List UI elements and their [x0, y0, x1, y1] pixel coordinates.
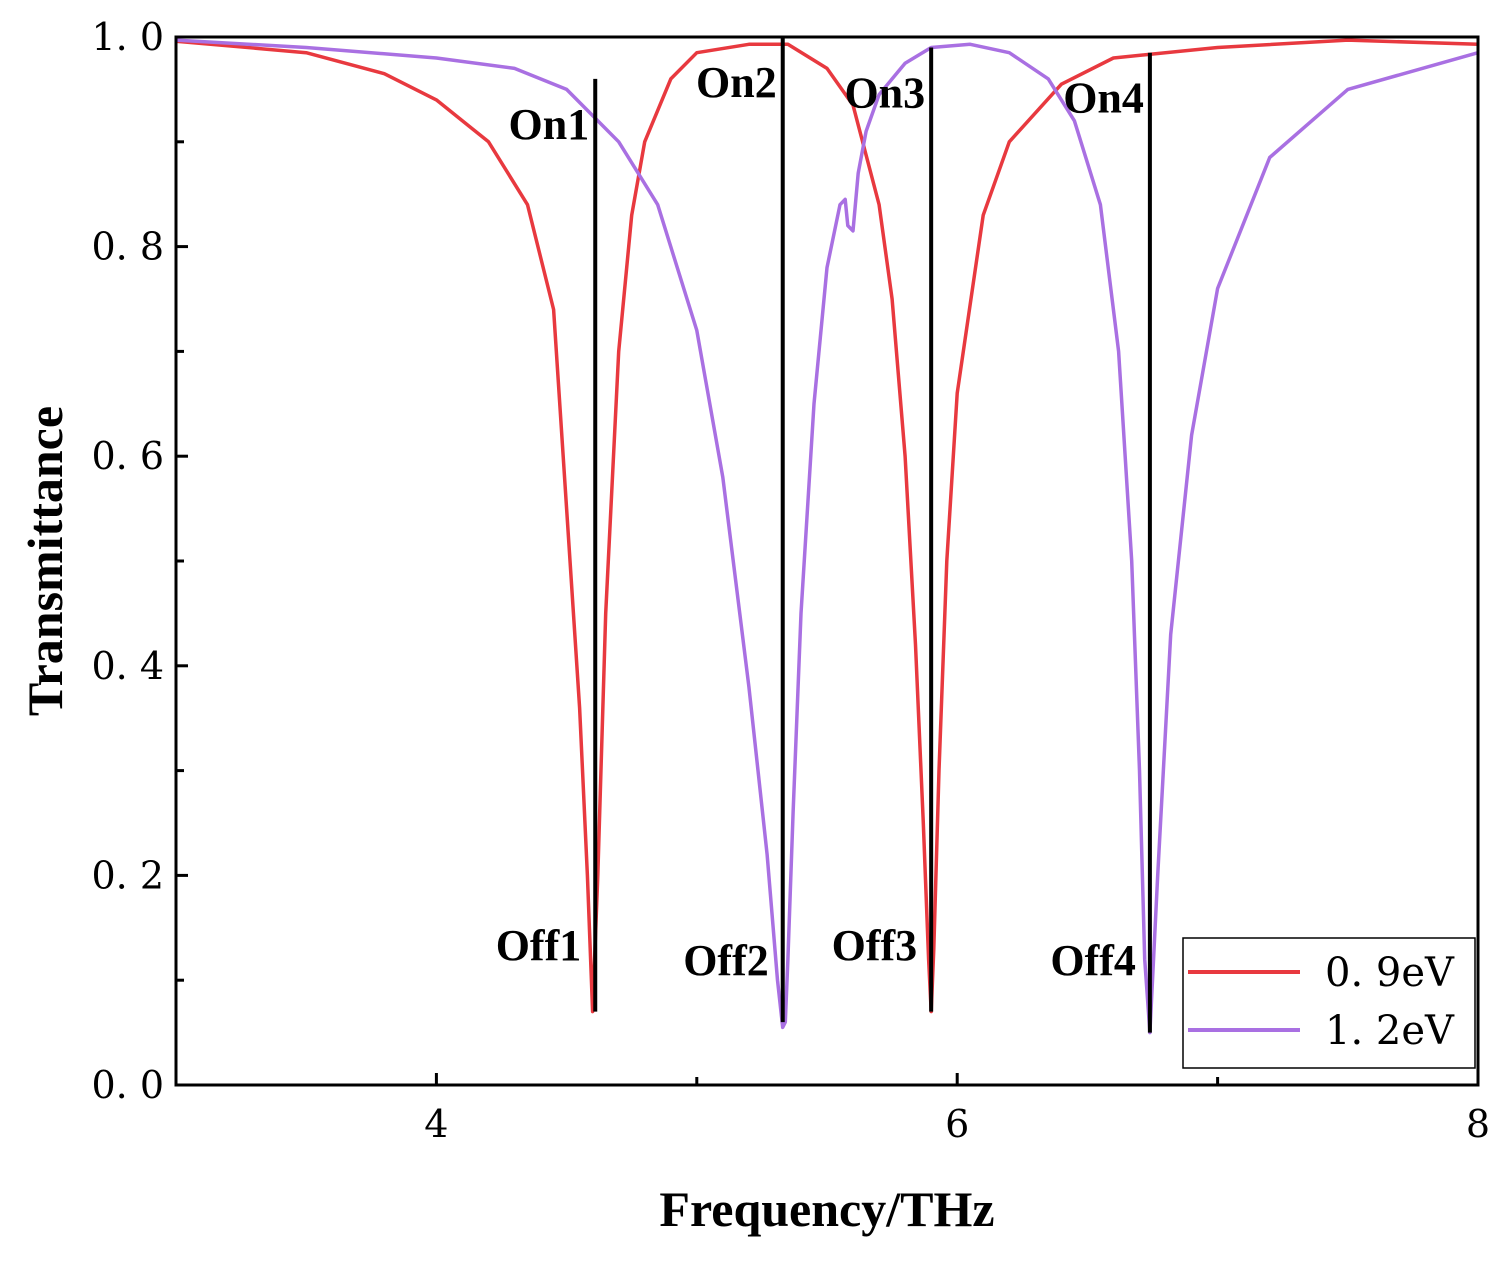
annotation-off4: Off4 — [1050, 936, 1136, 985]
annotation-on3: On3 — [844, 68, 925, 117]
y-tick-label: 0. 6 — [91, 434, 164, 478]
legend-frame — [1182, 937, 1476, 1069]
x-axis-title: Frequency/THz — [659, 1181, 994, 1237]
y-tick-label: 0. 4 — [91, 644, 164, 688]
series-line-0 — [175, 38, 1479, 1014]
annotation-off3: Off3 — [832, 921, 918, 970]
axes — [174, 35, 1480, 1087]
legend: 0. 9eV 1. 2eV — [1182, 937, 1476, 1069]
plot-area: On1 Off1 On2 Off2 On3 Off3 On4 Off4 — [175, 37, 1479, 1035]
x-tick-label: 4 — [424, 1102, 448, 1146]
x-tick-label: 6 — [945, 1102, 969, 1146]
y-tick-label: 0. 0 — [91, 1063, 164, 1107]
y-tick-label: 0. 2 — [91, 853, 164, 897]
y-axis-title: Transmittance — [17, 406, 73, 716]
annotation-off2: Off2 — [683, 936, 769, 985]
y-tick-label: 0. 8 — [91, 225, 164, 269]
y-tick-label: 1. 0 — [91, 15, 164, 59]
annotation-on2: On2 — [696, 58, 777, 107]
annotation-on1: On1 — [509, 100, 590, 149]
annotation-off1: Off1 — [496, 921, 582, 970]
x-tick-label: 8 — [1466, 1102, 1490, 1146]
tick-labels: 0. 0 0. 2 0. 4 0. 6 0. 8 1. 0 4 6 8 — [91, 15, 1490, 1146]
legend-label-0.9ev: 0. 9eV — [1325, 950, 1455, 996]
legend-label-1.2ev: 1. 2eV — [1325, 1008, 1455, 1054]
annotation-on4: On4 — [1063, 74, 1144, 123]
